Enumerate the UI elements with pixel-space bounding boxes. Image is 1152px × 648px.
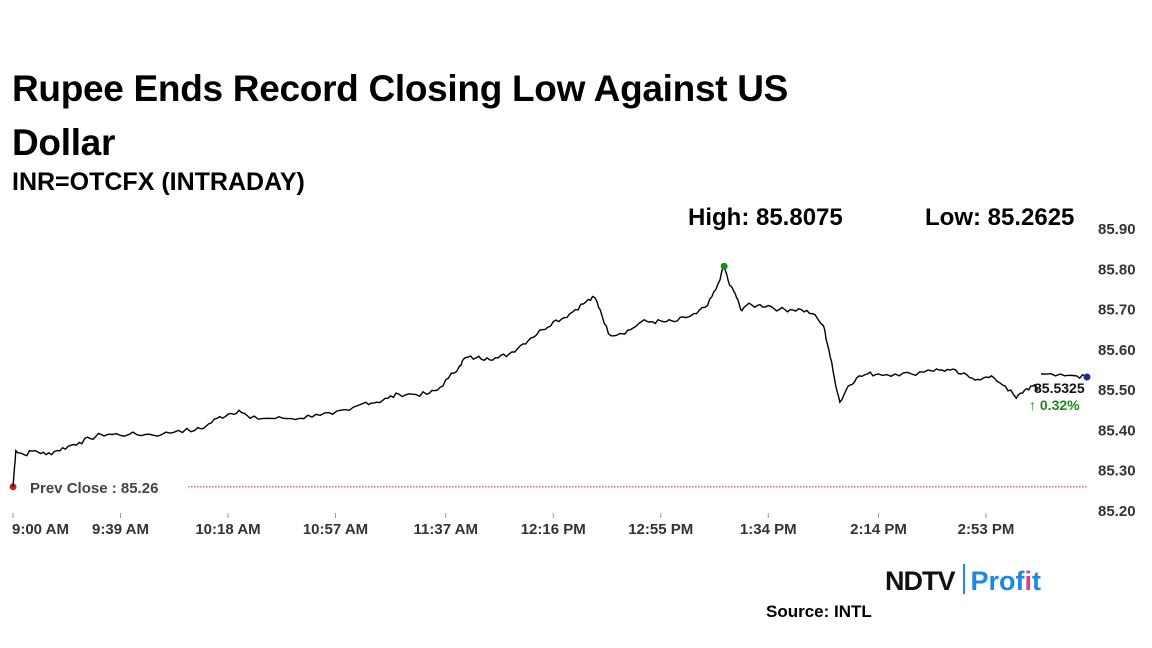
y-tick-label: 85.50 (1098, 382, 1136, 399)
y-tick-label: 85.80 (1098, 261, 1136, 278)
prev-close-marker (9, 483, 17, 491)
y-tick-label: 85.30 (1098, 463, 1136, 480)
chart-subtitle: INR=OTCFX (INTRADAY) (12, 168, 305, 196)
x-tick-label: 2:14 PM (850, 521, 907, 538)
y-tick-label: 85.70 (1098, 302, 1136, 319)
prev-close-label: Prev Close : 85.26 (30, 480, 158, 497)
x-tick-label: 12:55 PM (628, 521, 693, 538)
high-value-label: High: 85.8075 (688, 204, 843, 231)
x-tick-label: 11:37 AM (414, 521, 478, 538)
x-tick-label: 10:18 AM (195, 521, 260, 538)
low-value-label: Low: 85.2625 (925, 204, 1075, 231)
high-marker (720, 262, 728, 270)
x-tick-label: 9:39 AM (92, 521, 149, 538)
price-line (12, 264, 1039, 487)
y-tick-label: 85.60 (1098, 342, 1136, 359)
change-percent-label: ↑ 0.32% (1029, 397, 1080, 413)
x-tick-label: 1:34 PM (740, 521, 797, 538)
x-tick-label: 2:53 PM (958, 521, 1015, 538)
last-price-label: 85.5325 (1034, 380, 1085, 396)
x-tick-label: 9:00 AM (12, 521, 69, 538)
source-note: Source: INTL (766, 602, 872, 621)
ndtv-profit-logo: NDTV Profit (885, 564, 1042, 596)
chart-title: Rupee Ends Record Closing Low Against US… (12, 68, 789, 163)
y-tick-label: 85.20 (1098, 503, 1136, 520)
last-price-marker (1083, 373, 1091, 381)
x-tick-label: 12:16 PM (521, 521, 586, 538)
y-tick-label: 85.40 (1098, 422, 1136, 439)
price-line-tail (1041, 372, 1089, 380)
y-tick-label: 85.90 (1098, 221, 1136, 238)
x-tick-label: 10:57 AM (303, 521, 368, 538)
